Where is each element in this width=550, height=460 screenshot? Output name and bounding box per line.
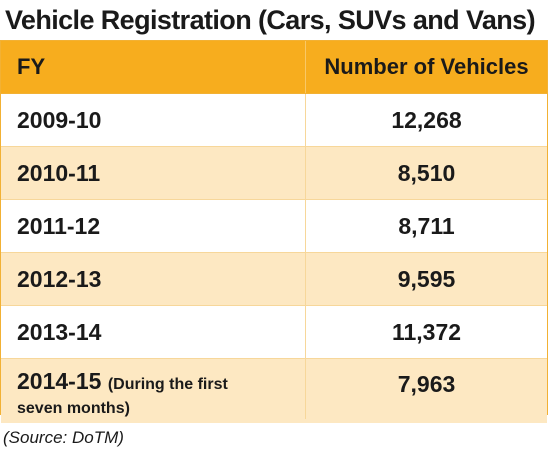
table-header-row: FY Number of Vehicles — [1, 41, 547, 94]
vehicles-cell: 7,963 — [397, 371, 456, 397]
fy-cell: 2012-13 — [1, 253, 306, 305]
data-table: FY Number of Vehicles 2009-10 12,268 201… — [0, 40, 548, 423]
table-row: 2012-13 9,595 — [1, 253, 547, 306]
vehicles-cell: 12,268 — [391, 106, 462, 133]
fy-cell: 2009-10 — [1, 94, 306, 146]
table-row: 2010-11 8,510 — [1, 147, 547, 200]
vehicles-cell: 11,372 — [391, 318, 462, 345]
fy-cell-content: 2014-15 (During the first seven months) — [17, 368, 228, 419]
column-header-fy: FY — [1, 41, 306, 93]
table-row: 2011-12 8,711 — [1, 200, 547, 253]
table-row: 2014-15 (During the first seven months) … — [1, 359, 547, 423]
vehicles-cell: 8,510 — [397, 159, 456, 186]
source-note: (Source: DoTM) — [3, 428, 124, 447]
table-row: 2009-10 12,268 — [1, 94, 547, 147]
column-header-number-of-vehicles: Number of Vehicles — [324, 54, 529, 79]
table-title: Vehicle Registration (Cars, SUVs and Van… — [5, 5, 536, 35]
fy-note-line2: seven months) — [17, 400, 130, 417]
table-row: 2013-14 11,372 — [1, 306, 547, 359]
fy-cell: 2010-11 — [1, 147, 306, 199]
fy-year: 2014-15 — [17, 368, 102, 394]
vehicles-cell: 8,711 — [398, 212, 455, 239]
fy-cell: 2014-15 (During the first seven months) — [1, 359, 306, 419]
fy-note-line1: (During the first — [107, 376, 228, 393]
fy-cell: 2013-14 — [1, 306, 306, 358]
vehicles-cell: 9,595 — [397, 265, 456, 292]
fy-cell: 2011-12 — [1, 200, 306, 252]
